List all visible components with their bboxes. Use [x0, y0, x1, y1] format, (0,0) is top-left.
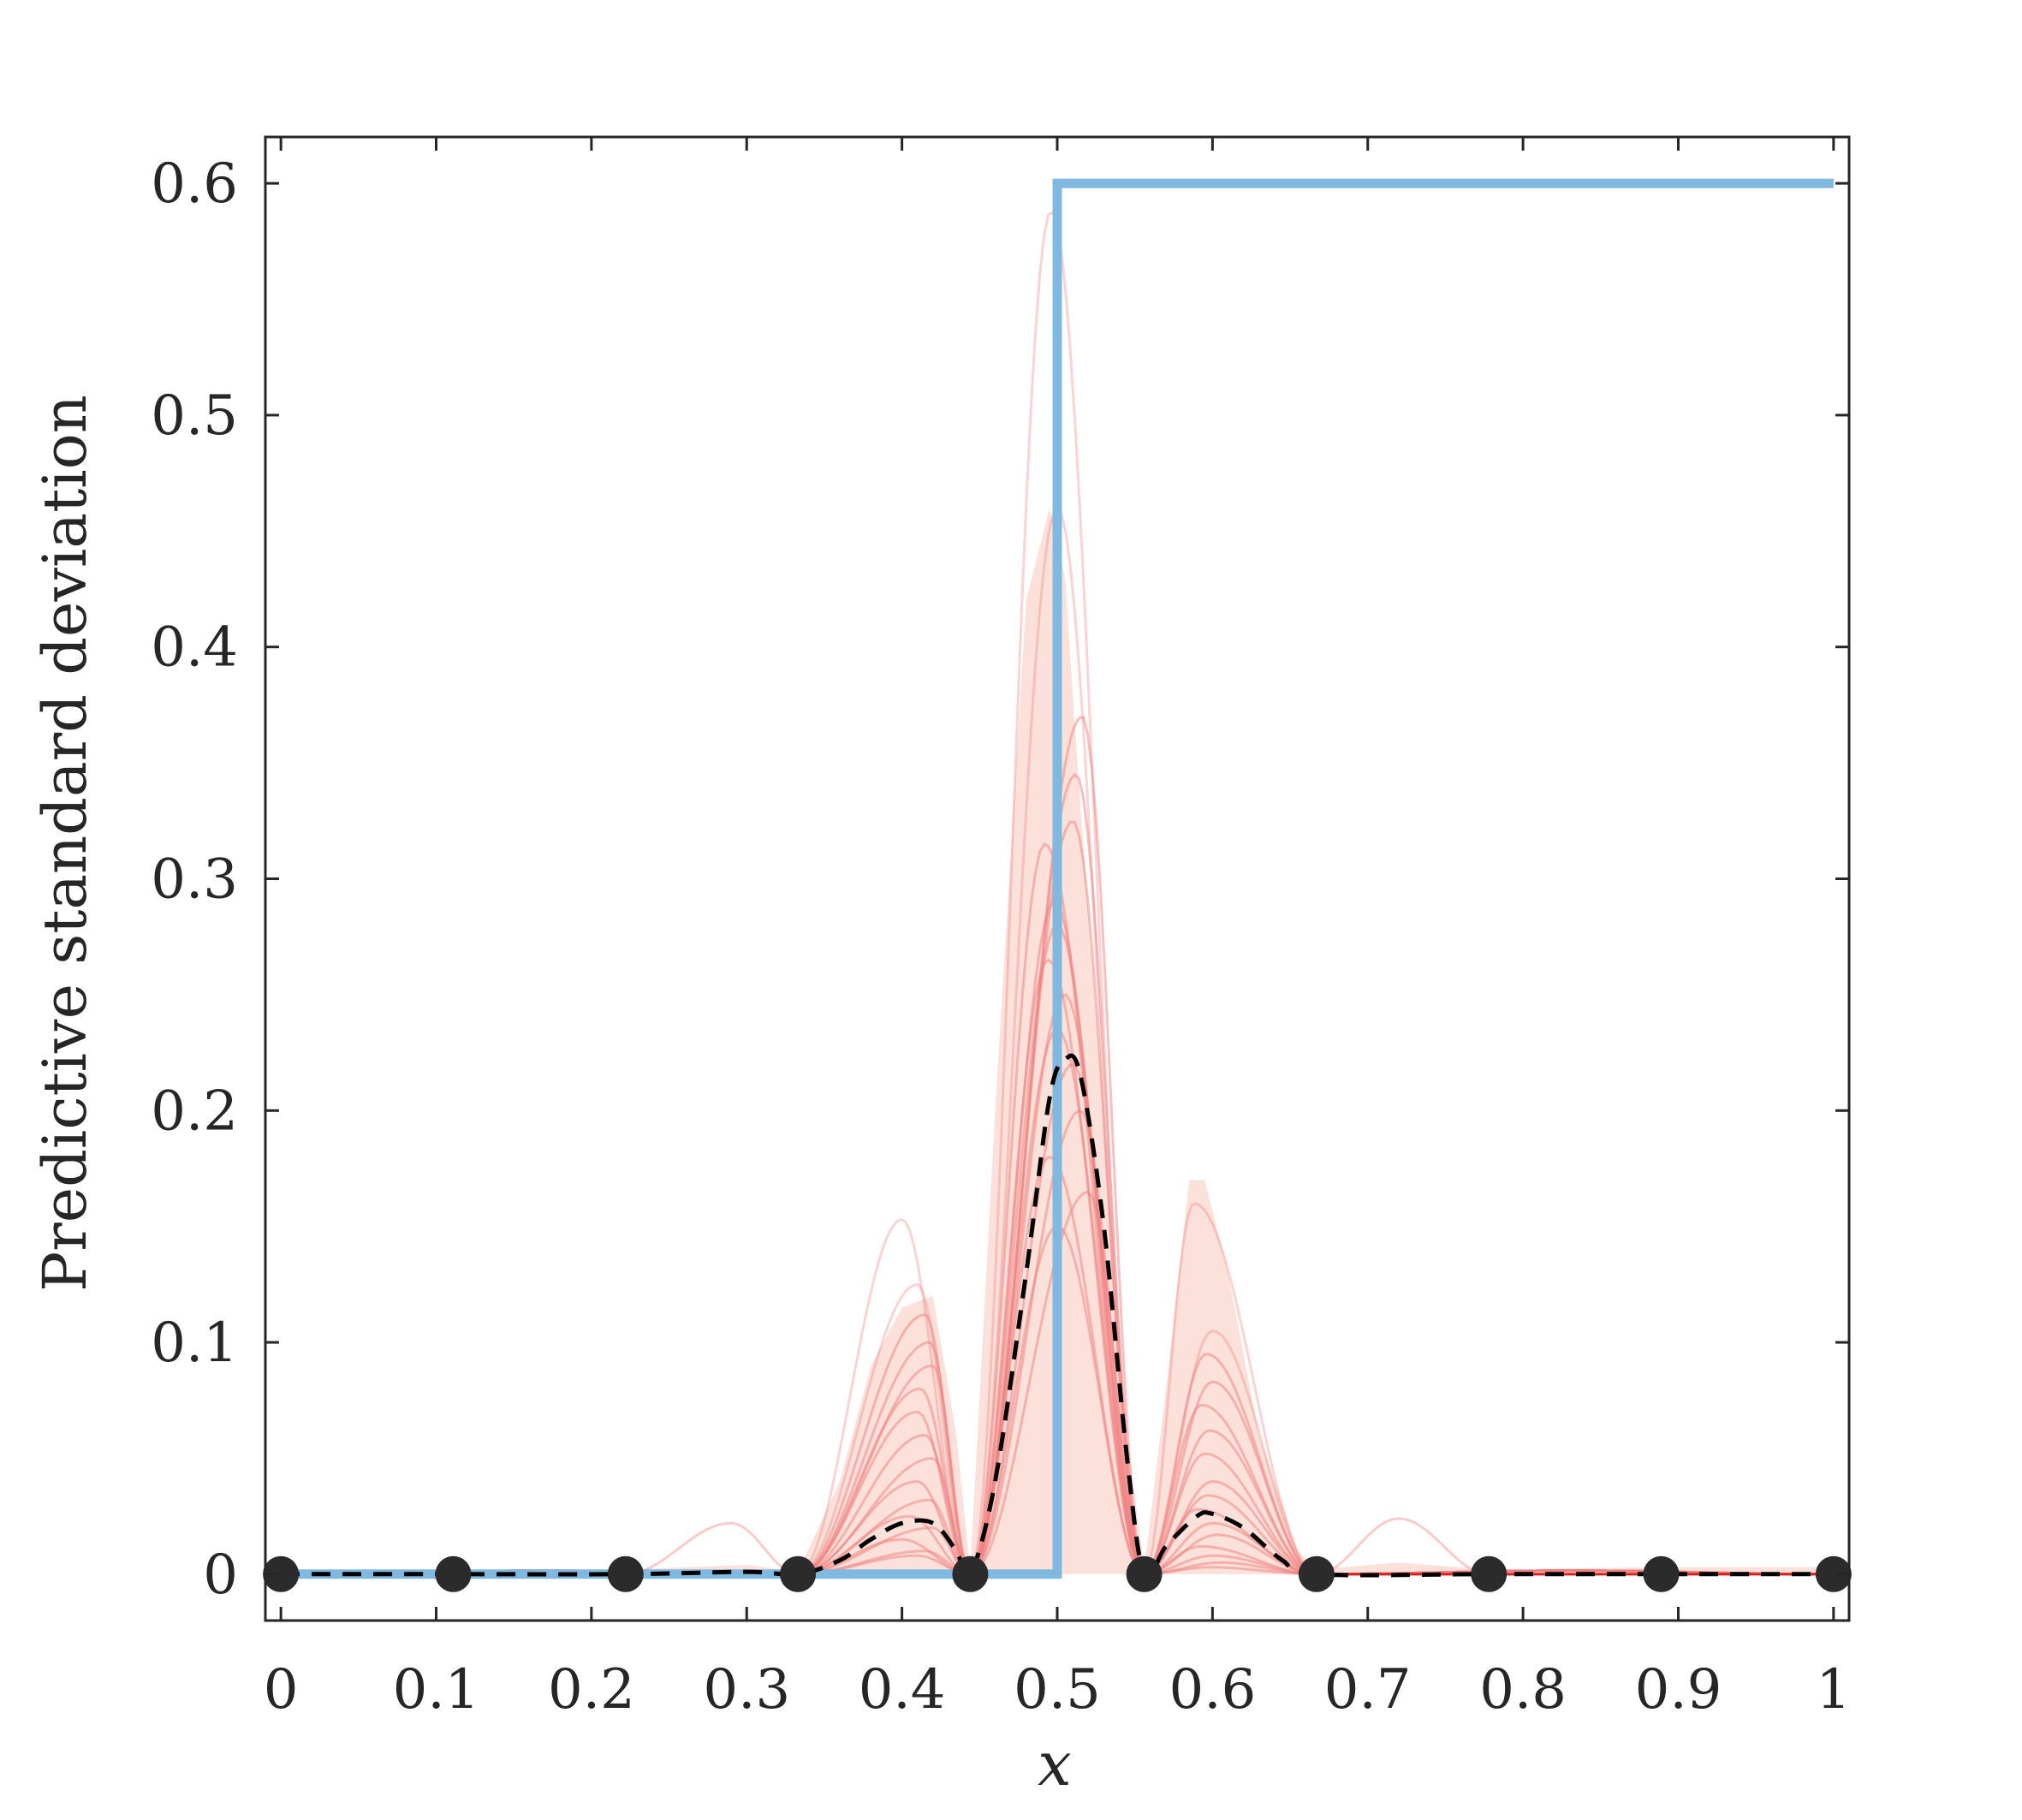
observation-point — [780, 1555, 817, 1592]
observation-point — [263, 1555, 300, 1592]
observation-points — [263, 1555, 1852, 1592]
y-tick-label: 0.5 — [151, 384, 238, 448]
observation-point — [1126, 1555, 1163, 1592]
x-tick-label: 0.1 — [393, 1658, 480, 1722]
observation-point — [1298, 1555, 1335, 1592]
side-bump-curve — [1316, 1517, 1490, 1576]
y-tick-label: 0.3 — [151, 848, 238, 912]
side-bump-curve — [625, 1521, 799, 1576]
observation-point — [1471, 1555, 1508, 1592]
x-axis-label: x — [1038, 1729, 1071, 1799]
x-tick-label: 0.5 — [1014, 1658, 1101, 1722]
x-tick-label: 0.4 — [859, 1658, 946, 1722]
x-tick-label: 0.8 — [1479, 1658, 1567, 1722]
y-tick-label: 0.2 — [151, 1080, 238, 1143]
x-tick-label: 0.2 — [548, 1658, 635, 1722]
step-function-series — [281, 178, 1834, 1579]
y-tick-label: 0.4 — [151, 616, 238, 680]
observation-point — [1643, 1555, 1680, 1592]
observation-point — [607, 1555, 644, 1592]
observation-point — [435, 1555, 472, 1592]
observation-point — [1815, 1555, 1852, 1592]
observation-point — [952, 1555, 989, 1592]
y-tick-label: 0 — [203, 1543, 238, 1607]
step-line — [281, 178, 1834, 1579]
y-tick-label: 0.6 — [151, 152, 238, 216]
plot-axes — [264, 135, 1851, 1622]
x-tick-label: 0.9 — [1635, 1658, 1722, 1722]
x-tick-label: 0.6 — [1169, 1658, 1257, 1722]
x-tick-label: 0.7 — [1324, 1658, 1412, 1722]
y-tick-label: 0.1 — [151, 1311, 238, 1375]
x-tick-label: 1 — [1817, 1658, 1852, 1722]
x-tick-label: 0.3 — [703, 1658, 790, 1722]
y-axis-label: Predictive standard deviation — [30, 395, 100, 1292]
x-tick-labels: 0 0.1 0.2 0.3 0.4 0.5 0.6 0.7 0.8 0.9 1 — [264, 1658, 1852, 1722]
y-tick-labels: 0 0.1 0.2 0.3 0.4 0.5 0.6 — [151, 152, 238, 1607]
x-tick-label: 0 — [264, 1658, 299, 1722]
